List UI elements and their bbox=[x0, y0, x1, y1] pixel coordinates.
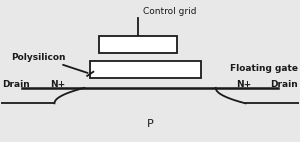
Text: N+: N+ bbox=[237, 80, 252, 89]
Text: Drain: Drain bbox=[2, 80, 30, 89]
Text: Floating gate: Floating gate bbox=[230, 64, 298, 73]
Bar bbox=[99, 36, 177, 53]
Text: Polysilicon: Polysilicon bbox=[11, 53, 66, 62]
Text: Drain: Drain bbox=[270, 80, 298, 89]
Text: N+: N+ bbox=[50, 80, 65, 89]
Text: Control grid: Control grid bbox=[142, 7, 196, 16]
Text: P: P bbox=[147, 119, 153, 129]
Bar bbox=[90, 61, 201, 78]
